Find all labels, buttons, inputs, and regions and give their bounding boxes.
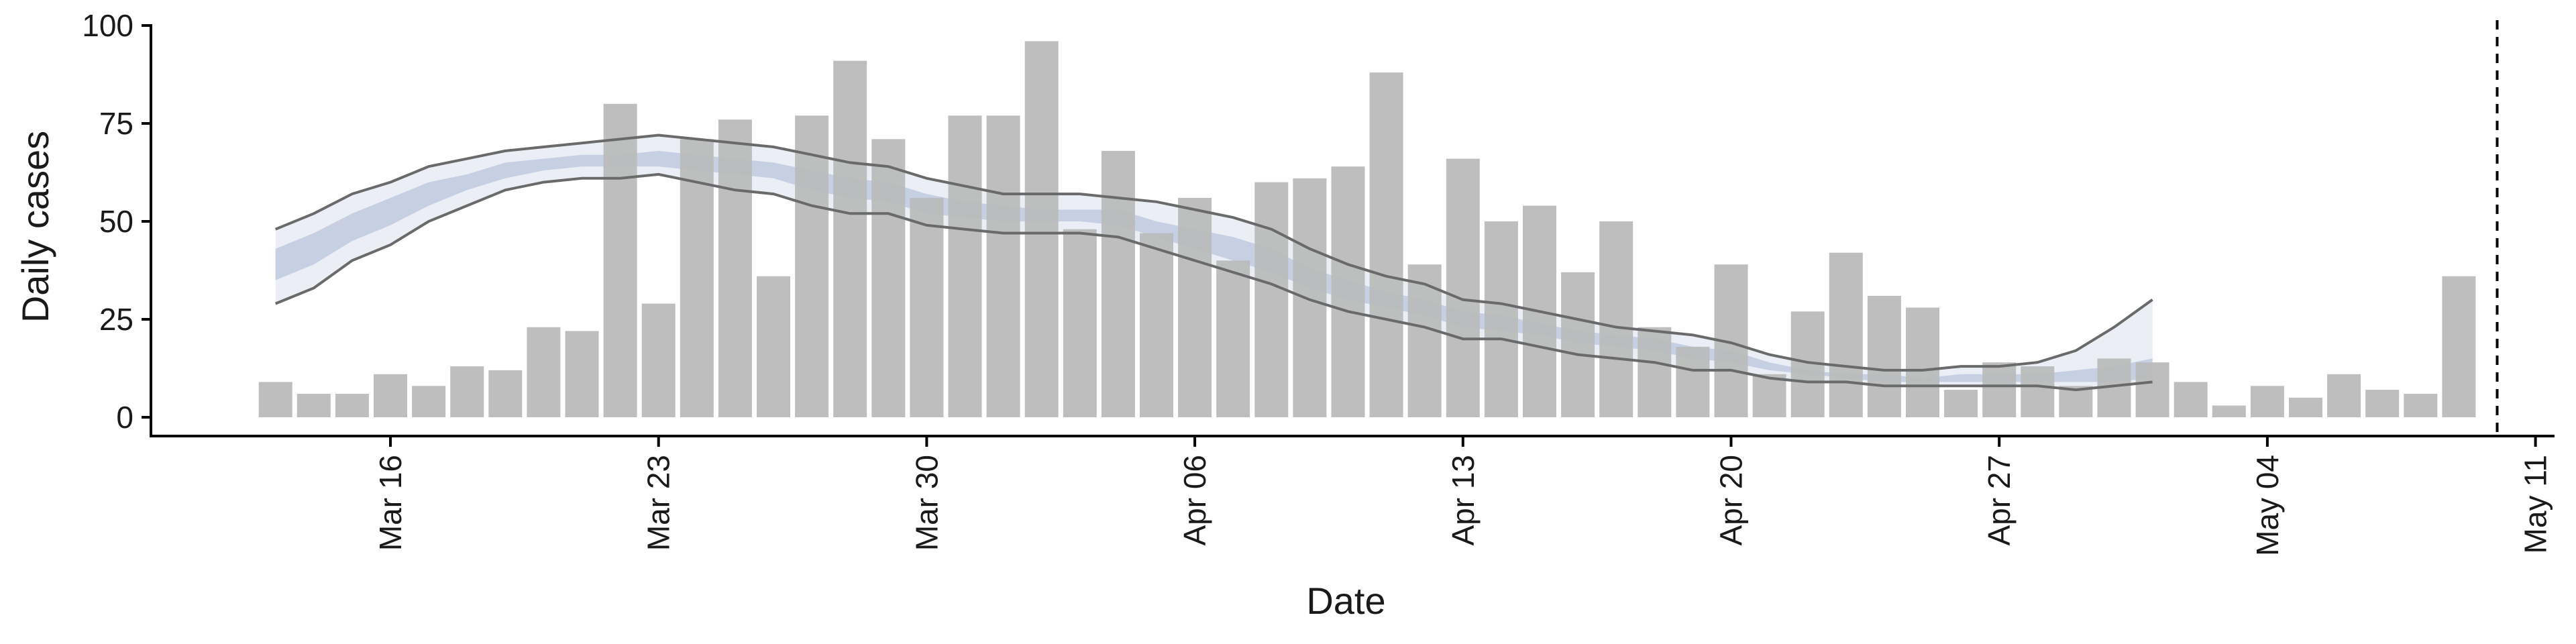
case-bar <box>1676 346 1710 417</box>
case-bar <box>833 60 867 418</box>
case-bar <box>1331 166 1365 417</box>
case-bar <box>1140 233 1173 417</box>
case-bar <box>948 115 982 418</box>
case-bar <box>297 394 331 417</box>
case-bar <box>1906 307 1939 417</box>
y-tick-label: 75 <box>99 106 133 141</box>
upper-bound-line <box>274 133 2153 372</box>
case-bar <box>2021 366 2055 417</box>
case-bar <box>986 115 1020 418</box>
x-tick-label: May 04 <box>2250 455 2285 556</box>
case-bar <box>718 119 752 417</box>
y-tick-label: 0 <box>116 400 133 435</box>
x-tick-label: Mar 16 <box>373 455 408 551</box>
case-bar <box>2404 394 2438 417</box>
case-bar <box>258 382 292 417</box>
y-axis-title: Daily cases <box>14 131 56 323</box>
case-bar <box>641 303 676 417</box>
case-bar <box>1599 221 1633 417</box>
case-bar <box>603 103 637 418</box>
case-bar <box>1638 327 1672 417</box>
y-tick-label: 50 <box>99 204 133 239</box>
lower-bound-line <box>274 172 2153 392</box>
case-bar <box>335 394 369 417</box>
x-tick-label: Mar 30 <box>909 455 944 551</box>
case-bar <box>488 370 523 417</box>
case-bar <box>1982 362 2017 417</box>
case-bar <box>1024 41 1059 417</box>
case-bar <box>1101 150 1135 417</box>
x-tick-label: Apr 06 <box>1177 455 1212 546</box>
case-bar <box>450 366 484 417</box>
case-bar <box>1254 182 1289 417</box>
case-bar <box>2135 362 2169 417</box>
interval-bound-lines <box>274 133 2153 392</box>
case-bar <box>2327 374 2361 417</box>
case-bar <box>1178 198 1212 417</box>
x-tick-label: May 11 <box>2518 455 2553 553</box>
case-bar <box>2442 276 2476 417</box>
case-bar <box>412 386 446 417</box>
case-bars <box>258 41 2476 418</box>
case-bar <box>2212 405 2246 417</box>
case-bar <box>1216 260 1250 417</box>
case-bar <box>795 115 829 418</box>
case-bar <box>1829 252 1863 417</box>
case-bar <box>1407 264 1442 417</box>
x-tick-label: Apr 13 <box>1446 455 1481 546</box>
x-ticks: Mar 16 Mar 23 Mar 30 Apr 06 Apr 13 Apr 20 Apr … <box>373 436 2553 556</box>
case-bar <box>757 276 790 417</box>
case-bar <box>2174 382 2208 417</box>
case-bar <box>1944 390 1978 417</box>
case-bar <box>1369 72 1403 418</box>
y-tick-label: 100 <box>82 8 133 43</box>
case-bar <box>1293 178 1327 417</box>
x-axis-title: Date <box>1306 580 1385 622</box>
x-tick-label: Apr 27 <box>1982 455 2017 546</box>
y-ticks: 0 25 50 75 100 <box>82 8 151 435</box>
case-bar <box>1446 158 1480 417</box>
case-bar <box>374 374 407 417</box>
case-bar <box>2250 386 2284 417</box>
case-bar <box>1752 374 1786 417</box>
case-bar <box>1561 272 1595 417</box>
case-bar <box>2365 390 2400 417</box>
outer-band-area <box>275 135 2153 390</box>
case-bar <box>910 198 944 417</box>
x-tick-label: Mar 23 <box>641 455 676 551</box>
case-bar <box>1063 229 1097 417</box>
x-tick-label: Apr 20 <box>1714 455 1749 546</box>
case-bar <box>2289 397 2322 417</box>
axes <box>150 24 2555 437</box>
case-bar <box>565 331 599 417</box>
case-bar <box>1484 221 1518 417</box>
outer-interval-band <box>275 135 2153 390</box>
case-bar <box>871 139 906 417</box>
case-bar <box>1867 296 1901 417</box>
y-tick-label: 25 <box>99 302 133 337</box>
case-bar <box>527 327 561 417</box>
